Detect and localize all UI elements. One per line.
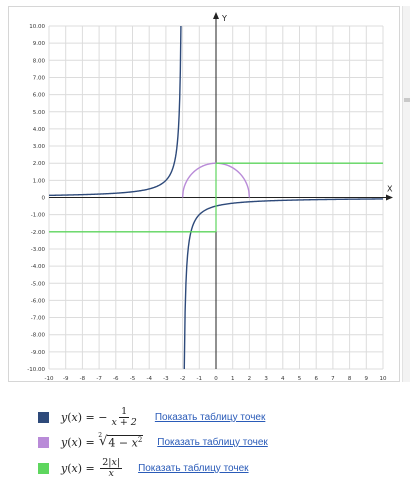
x-axis-arrow <box>386 194 393 201</box>
y-tick-label: -9.00 <box>31 350 46 356</box>
x-tick-label: 0 <box>214 376 218 382</box>
y-tick-label: 9.00 <box>33 41 46 47</box>
legend-item-3: y(x) = 2|x| x Показать таблицу точек <box>38 455 249 481</box>
y-tick-label: 8.00 <box>33 58 46 64</box>
function-graph: XY-10 -9 -8 -7 -6 -5 -4 -3 -2 -1 0 1 2 3 4 5 6 7 8 9 10-10.0… <box>27 12 393 382</box>
y-tick-label: 6.00 <box>33 93 46 99</box>
y-tick-label: -3.00 <box>31 247 46 253</box>
y-tick-label: -4.00 <box>31 264 46 270</box>
x-tick-label: -7 <box>96 376 102 382</box>
x-tick-label: 2 <box>248 376 252 382</box>
y-tick-label: 4.00 <box>33 127 46 133</box>
x-tick-label: 8 <box>348 376 352 382</box>
y-axis-arrow <box>213 12 219 19</box>
legend-swatch-1 <box>38 411 49 423</box>
x-tick-label: 4 <box>281 376 285 382</box>
y-tick-label: 7.00 <box>33 75 46 81</box>
side-scrollbar[interactable] <box>402 6 410 382</box>
x-tick-label: -2 <box>180 376 185 382</box>
x-tick-label: -5 <box>130 376 136 382</box>
x-tick-label: 1 <box>231 376 235 382</box>
x-tick-label: 7 <box>331 376 335 382</box>
y-tick-label: 10.00 <box>29 24 45 30</box>
y-tick-label: 2.00 <box>33 161 46 167</box>
y-tick-label: -10.00 <box>27 367 45 373</box>
y-tick-label: -5.00 <box>31 281 46 287</box>
x-axis-label: X <box>387 185 393 194</box>
y-tick-label: 5.00 <box>33 110 46 116</box>
legend-formula-2: y(x) = 2 √ 4 − x2 <box>61 432 144 450</box>
x-tick-label: 10 <box>380 376 387 382</box>
y-tick-label: 1.00 <box>33 178 46 184</box>
show-points-table-link-1[interactable]: Показать таблицу точек <box>154 411 266 423</box>
scroll-marker[interactable] <box>404 98 410 102</box>
x-tick-label: 6 <box>314 376 318 382</box>
show-points-table-link-3[interactable]: Показать таблицу точек <box>138 462 249 474</box>
legend-swatch-2 <box>38 436 49 448</box>
y-axis-label: Y <box>221 14 227 23</box>
y-tick-label: -1.00 <box>31 213 46 219</box>
x-tick-label: -4 <box>146 376 152 382</box>
x-tick-label: -8 <box>80 376 86 382</box>
x-tick-label: -6 <box>113 376 119 382</box>
y-tick-label: 3.00 <box>33 144 46 150</box>
x-tick-label: -9 <box>63 376 69 382</box>
x-tick-label: 3 <box>264 376 268 382</box>
x-tick-label: -3 <box>163 376 169 382</box>
y-tick-label: 0 <box>42 196 46 202</box>
show-points-table-link-2[interactable]: Показать таблицу точек <box>157 436 268 448</box>
x-tick-label: 5 <box>298 376 302 382</box>
y-tick-label: -2.00 <box>31 230 46 236</box>
legend-swatch-3 <box>38 462 49 474</box>
series-1-left-branch <box>49 26 182 197</box>
plot-area: X Y -10 -9 -8 -7 -6 -5 -4 -3 -2 -1 0 1 2 3 4 5 6 7 8 9 10 -10.0… <box>8 6 400 382</box>
x-tick-label: -1 <box>197 376 202 382</box>
legend-item-2: y(x) = 2 √ 4 − x2 Показать таблицу точек <box>38 429 268 455</box>
y-tick-label: -7.00 <box>31 316 46 322</box>
series-1-right-branch <box>183 198 383 369</box>
x-tick-label: 9 <box>365 376 369 382</box>
y-tick-label: -6.00 <box>31 298 46 304</box>
legend-formula-3: y(x) = 2|x| x <box>61 456 123 479</box>
y-tick-label: -8.00 <box>31 333 46 339</box>
x-tick-label: -10 <box>45 376 54 382</box>
